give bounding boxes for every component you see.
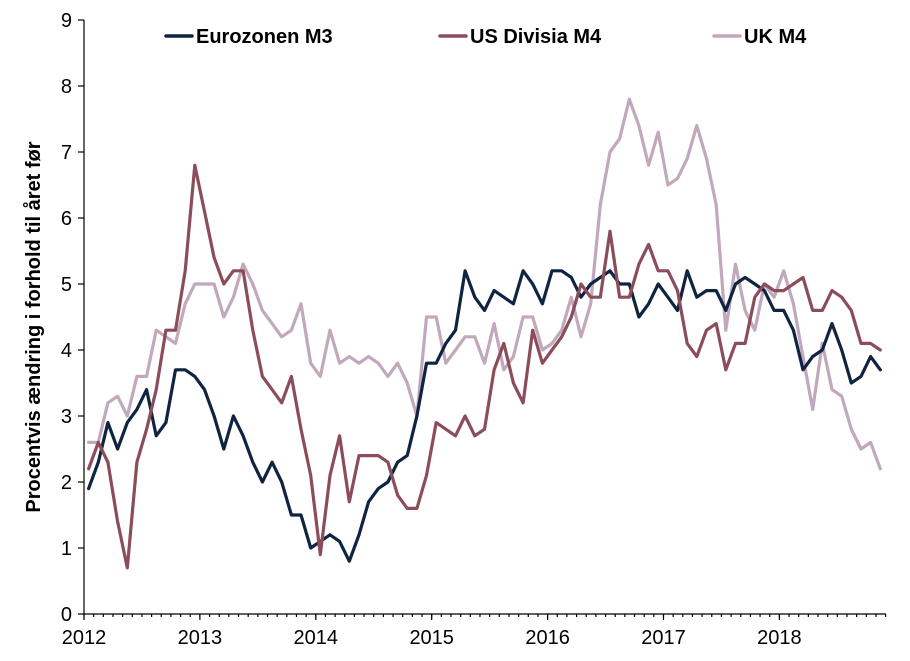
y-tick-label: 8 [61,76,72,98]
y-tick-label: 6 [61,208,72,230]
series-line-uk-m4 [86,97,882,471]
y-tick-label: 7 [61,142,72,164]
x-tick-label: 2018 [757,627,802,649]
x-tick-label: 2017 [641,627,686,649]
y-axis-title: Procentvis ændring i forhold til året fø… [22,141,45,512]
legend-label: US Divisia M4 [470,26,602,48]
legend-label: UK M4 [744,26,807,48]
x-tick-label: 2015 [409,627,454,649]
y-tick-label: 9 [61,10,72,32]
y-tick-label: 3 [61,406,72,428]
x-tick-label: 2012 [62,627,107,649]
series-line-us-divisia-m4 [86,163,882,570]
series-line-eurozonen-m3 [86,269,882,563]
y-tick-label: 1 [61,538,72,560]
y-tick-label: 0 [61,604,72,626]
legend: Eurozonen M3 US Divisia M4 UK M4 [164,26,807,48]
y-tick-label: 4 [61,340,72,362]
legend-label: Eurozonen M3 [196,26,333,48]
x-tick-label: 2013 [178,627,223,649]
x-axis-ticks: 2012 2013 2014 2015 2016 2017 2018 [62,614,887,649]
y-tick-label: 5 [61,274,72,296]
y-tick-label: 2 [61,472,72,494]
x-tick-label: 2016 [525,627,570,649]
x-tick-label: 2014 [294,627,339,649]
series-layer [86,97,882,570]
y-axis-ticks: 0 1 2 3 4 5 6 7 8 9 [61,10,84,626]
